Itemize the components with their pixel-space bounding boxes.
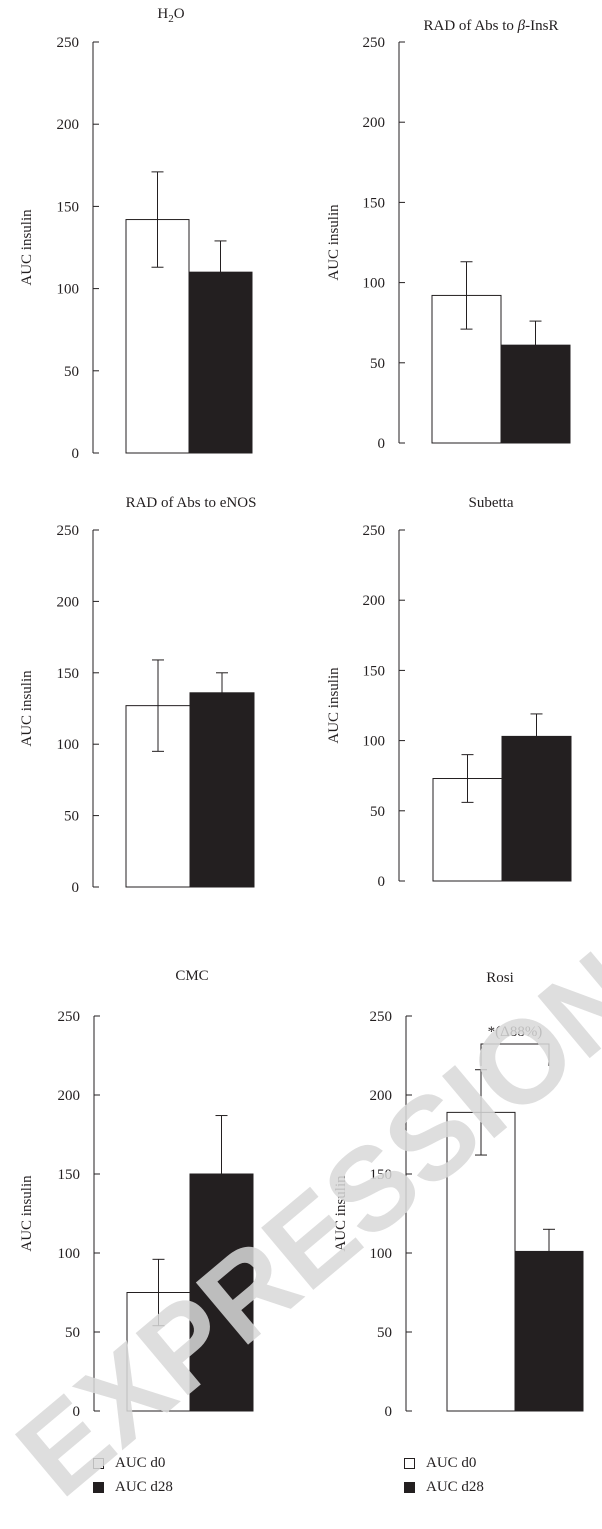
- y-tick-label: 0: [378, 436, 386, 452]
- legend-left: AUC d0 AUC d28: [93, 1451, 173, 1499]
- y-tick-label: 100: [57, 282, 80, 298]
- significance-label: *(Δ88%): [488, 1024, 543, 1040]
- y-tick-label: 0: [72, 446, 80, 462]
- legend-item-d28: AUC d28: [93, 1475, 173, 1499]
- y-tick-label: 150: [58, 1167, 81, 1183]
- y-tick-label: 250: [58, 1009, 81, 1025]
- chart-title: RAD of Abs to β-InsR: [423, 18, 558, 34]
- bar-auc-d28: [188, 271, 253, 454]
- legend-item-d0: AUC d0: [93, 1451, 173, 1475]
- y-tick-label: 100: [57, 737, 80, 753]
- y-tick-label: 150: [370, 1167, 393, 1183]
- legend-label-d0: AUC d0: [426, 1455, 477, 1471]
- legend-label-d28: AUC d28: [426, 1479, 484, 1495]
- y-tick-label: 0: [385, 1404, 393, 1420]
- y-axis-label: AUC insulin: [19, 1175, 35, 1252]
- y-tick-label: 250: [363, 523, 386, 539]
- bar-auc-d0: [446, 1111, 516, 1412]
- chart-title: CMC: [175, 968, 208, 984]
- y-tick-label: 50: [65, 1325, 80, 1341]
- bar-auc-d28: [500, 344, 571, 444]
- y-tick-label: 250: [57, 35, 80, 51]
- y-tick-label: 150: [363, 663, 386, 679]
- y-tick-label: 200: [57, 594, 80, 610]
- legend-right: AUC d0 AUC d28: [404, 1451, 484, 1499]
- y-tick-label: 200: [58, 1088, 81, 1104]
- legend-item-d28: AUC d28: [404, 1475, 484, 1499]
- legend-label-d0: AUC d0: [115, 1455, 166, 1471]
- y-tick-label: 100: [58, 1246, 81, 1262]
- y-tick-label: 200: [57, 117, 80, 133]
- y-axis-label: AUC insulin: [19, 670, 35, 747]
- chart-panel-5: CMC 0 50 100 150 200 250 AUC insulin: [19, 968, 254, 1420]
- y-axis-label: AUC insulin: [19, 209, 35, 286]
- y-tick-label: 0: [378, 874, 386, 890]
- y-tick-label: 50: [64, 809, 79, 825]
- y-tick-label: 200: [370, 1088, 393, 1104]
- y-tick-label: 250: [57, 523, 80, 539]
- chart-title: Rosi: [486, 970, 514, 986]
- y-tick-label: 150: [57, 199, 80, 215]
- title-subscript: 2: [168, 13, 174, 25]
- chart-title: Subetta: [469, 495, 514, 511]
- y-axis-label: AUC insulin: [326, 667, 342, 744]
- y-tick-label: 50: [370, 804, 385, 820]
- y-tick-label: 150: [363, 195, 386, 211]
- legend-item-d0: AUC d0: [404, 1451, 484, 1475]
- y-tick-label: 250: [363, 35, 386, 51]
- title-beta: β: [517, 18, 526, 34]
- legend-swatch-d28: [404, 1481, 415, 1493]
- chart-panel-1: H2O 0 50 100 150 200 250 AUC insulin: [19, 6, 253, 462]
- y-tick-label: 250: [370, 1009, 393, 1025]
- chart-panel-2: RAD of Abs to β-InsR 0 50 100 150 200 250 AUC i…: [326, 18, 571, 452]
- y-tick-label: 200: [363, 115, 386, 131]
- chart-panel-6: Rosi 0 50 100 150 200 250 AUC insulin *(Δ88%): [333, 970, 584, 1420]
- bar-auc-d28: [514, 1250, 584, 1412]
- chart-panel-3: RAD of Abs to eNOS 0 50 100 150 200 250 AUC ins…: [19, 495, 256, 896]
- legend-label-d28: AUC d28: [115, 1479, 173, 1495]
- y-tick-label: 100: [370, 1246, 393, 1262]
- y-tick-label: 50: [370, 356, 385, 372]
- bar-auc-d28: [189, 692, 255, 888]
- chart-panel-4: Subetta 0 50 100 150 200 250 AUC insulin: [326, 495, 572, 890]
- bar-auc-d28: [189, 1173, 254, 1412]
- chart-title: RAD of Abs to eNOS: [126, 495, 257, 511]
- y-tick-label: 50: [377, 1325, 392, 1341]
- y-tick-label: 0: [73, 1404, 81, 1420]
- legend-swatch-d0: [93, 1457, 104, 1469]
- y-axis-label: AUC insulin: [333, 1175, 349, 1252]
- bar-auc-d0: [431, 294, 502, 444]
- significance-bracket: [480, 1043, 550, 1066]
- chart-title: H2O: [157, 6, 184, 25]
- y-tick-label: 100: [363, 276, 386, 292]
- y-tick-label: 100: [363, 734, 386, 750]
- y-tick-label: 0: [72, 880, 80, 896]
- y-tick-label: 50: [64, 364, 79, 380]
- y-axis-label: AUC insulin: [326, 204, 342, 281]
- y-tick-label: 150: [57, 666, 80, 682]
- bar-auc-d28: [501, 735, 572, 882]
- legend-swatch-d0: [404, 1457, 415, 1469]
- legend-swatch-d28: [93, 1481, 104, 1493]
- title-rest: O: [174, 6, 185, 22]
- y-tick-label: 200: [363, 593, 386, 609]
